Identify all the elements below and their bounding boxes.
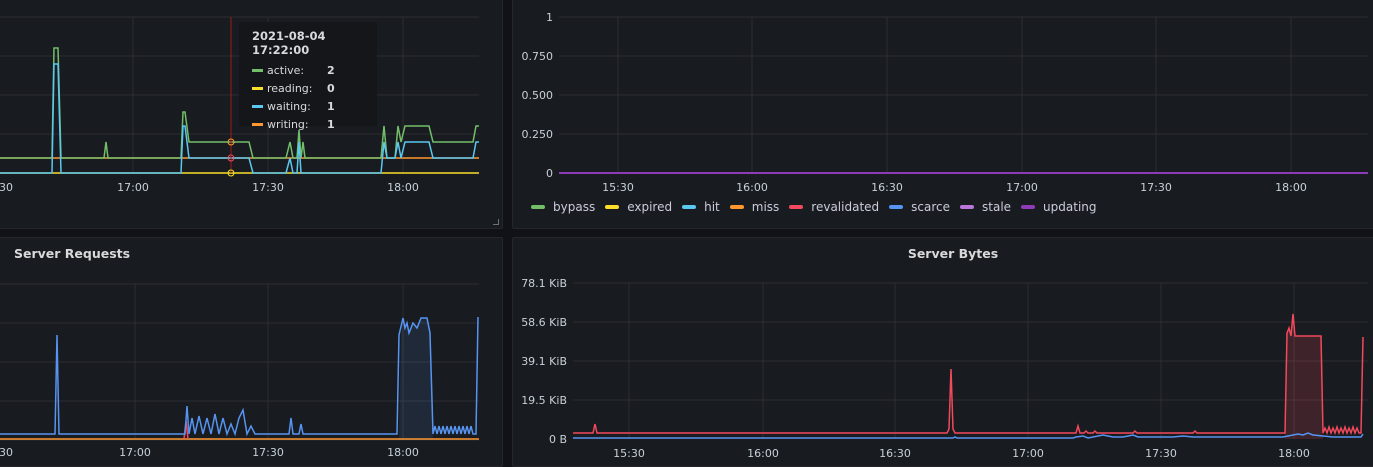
requests-fill <box>399 318 433 440</box>
legend-swatch <box>789 205 804 209</box>
y-tick: 0 <box>546 167 553 180</box>
grid <box>559 16 1368 173</box>
x-tick: 15:30 <box>602 181 634 194</box>
legend-item-expired[interactable]: expired <box>605 200 672 214</box>
series-green-line <box>0 47 479 159</box>
y-tick: 0 B <box>549 433 567 446</box>
legend-label: updating <box>1043 200 1097 214</box>
x-tick: 18:00 <box>1275 181 1307 194</box>
x-tick: 17:30 <box>1140 181 1172 194</box>
server-requests-chart: 30 17:00 17:30 18:00 <box>0 283 479 459</box>
x-tick: 30 <box>0 446 13 459</box>
server-requests-panel: Server Requests 30 17:00 17:30 18:00 <box>0 237 503 467</box>
server-bytes-chart: 78.1 KiB 58.6 KiB 39.1 KiB 19.5 KiB 0 B … <box>521 277 1368 460</box>
legend-label: expired <box>627 200 673 214</box>
grid <box>573 282 1368 439</box>
tooltip-label: active: <box>267 63 305 77</box>
tooltip-row: waiting: 1 <box>252 97 364 115</box>
series-red-line <box>573 313 1364 436</box>
x-tick: 16:00 <box>736 181 768 194</box>
x-axis-ticks: 15:30 16:00 16:30 17:00 17:30 18:00 <box>602 181 1307 194</box>
tooltip-label: writing: <box>267 117 309 131</box>
x-tick: 18:00 <box>387 181 419 194</box>
tooltip-row: writing: 1 <box>252 115 364 133</box>
x-tick: 18:00 <box>387 446 419 459</box>
y-axis-ticks: 1 0.750 0.500 0.250 0 <box>522 11 554 180</box>
cache-status-chart: 1 0.750 0.500 0.250 0 15:30 16:00 16:30 … <box>522 11 1368 194</box>
series-cyan-line <box>0 63 479 174</box>
legend-item-updating[interactable]: updating <box>1021 200 1097 214</box>
legend-swatch <box>531 205 545 209</box>
hover-point-reading <box>227 169 235 177</box>
panel-title[interactable]: Server Requests <box>14 246 131 261</box>
tooltip-label: reading: <box>267 81 313 95</box>
x-axis-ticks: 30 17:00 17:30 18:00 <box>0 181 419 194</box>
x-tick: 17:00 <box>119 446 151 459</box>
x-tick: 16:30 <box>871 181 903 194</box>
legend-swatch <box>605 205 620 209</box>
legend-item-revalidated[interactable]: revalidated <box>789 200 879 214</box>
legend-item-bypass[interactable]: bypass <box>531 200 595 214</box>
legend-swatch <box>252 122 263 126</box>
resize-handle-icon[interactable] <box>493 219 499 225</box>
server-bytes-panel: Server Bytes 78.1 KiB 58.6 KiB 39.1 KiB … <box>512 237 1373 467</box>
y-tick: 19.5 KiB <box>521 394 567 407</box>
connections-chart: 30 17:00 17:30 18:00 <box>0 16 479 194</box>
legend-label: scarce <box>911 200 951 214</box>
y-tick: 78.1 KiB <box>521 277 567 290</box>
hover-point-active <box>227 138 235 146</box>
legend-swatch <box>960 205 975 209</box>
legend-label: stale <box>982 200 1012 214</box>
legend-item-miss[interactable]: miss <box>729 200 780 214</box>
tooltip-value: 2 <box>327 63 335 77</box>
legend-swatch <box>252 86 263 90</box>
legend-swatch <box>1021 205 1036 209</box>
connections-panel: 30 17:00 17:30 18:00 2021-08-04 17:22:00… <box>0 0 503 229</box>
hover-tooltip: 2021-08-04 17:22:00 active: 2 reading: 0 w… <box>239 22 377 131</box>
cache-status-panel: 1 0.750 0.500 0.250 0 15:30 16:00 16:30 … <box>512 0 1373 229</box>
legend-swatch <box>252 68 263 72</box>
x-tick: 17:00 <box>1006 181 1038 194</box>
chart-legend: bypass expired hit miss revalidated scar… <box>531 200 1107 214</box>
x-tick: 17:30 <box>252 446 284 459</box>
panel-title[interactable]: Server Bytes <box>907 246 999 261</box>
y-tick: 0.250 <box>522 128 554 141</box>
y-tick: 39.1 KiB <box>521 355 567 368</box>
y-tick: 58.6 KiB <box>521 316 567 329</box>
hover-point-waiting <box>227 154 235 162</box>
tooltip-value: 0 <box>327 81 335 95</box>
y-axis-ticks: 78.1 KiB 58.6 KiB 39.1 KiB 19.5 KiB 0 B <box>521 277 567 446</box>
tooltip-row: reading: 0 <box>252 79 364 97</box>
legend-label: miss <box>751 200 780 214</box>
x-tick: 17:00 <box>117 181 149 194</box>
legend-label: hit <box>704 200 720 214</box>
y-tick: 0.500 <box>522 89 554 102</box>
legend-swatch <box>682 205 697 209</box>
legend-label: bypass <box>553 200 596 214</box>
legend-item-scarce[interactable]: scarce <box>889 200 950 214</box>
x-tick: 30 <box>0 181 13 194</box>
tooltip-label: waiting: <box>267 99 311 113</box>
x-tick: 17:30 <box>252 181 284 194</box>
tooltip-value: 1 <box>327 99 335 113</box>
legend-item-hit[interactable]: hit <box>682 200 720 214</box>
y-tick: 1 <box>546 11 553 24</box>
tooltip-time: 2021-08-04 17:22:00 <box>252 29 326 57</box>
legend-swatch <box>252 104 263 108</box>
tooltip-row: active: 2 <box>252 61 364 79</box>
y-tick: 0.750 <box>522 50 554 63</box>
legend-item-stale[interactable]: stale <box>960 200 1011 214</box>
series-blue-line <box>573 432 1364 439</box>
x-axis-ticks: 30 17:00 17:30 18:00 <box>0 446 419 459</box>
series-blue-line <box>0 316 479 437</box>
legend-swatch <box>729 205 744 209</box>
bytes-fill <box>1285 314 1323 439</box>
legend-swatch <box>889 205 904 209</box>
legend-label: revalidated <box>811 200 880 214</box>
tooltip-value: 1 <box>327 117 335 131</box>
